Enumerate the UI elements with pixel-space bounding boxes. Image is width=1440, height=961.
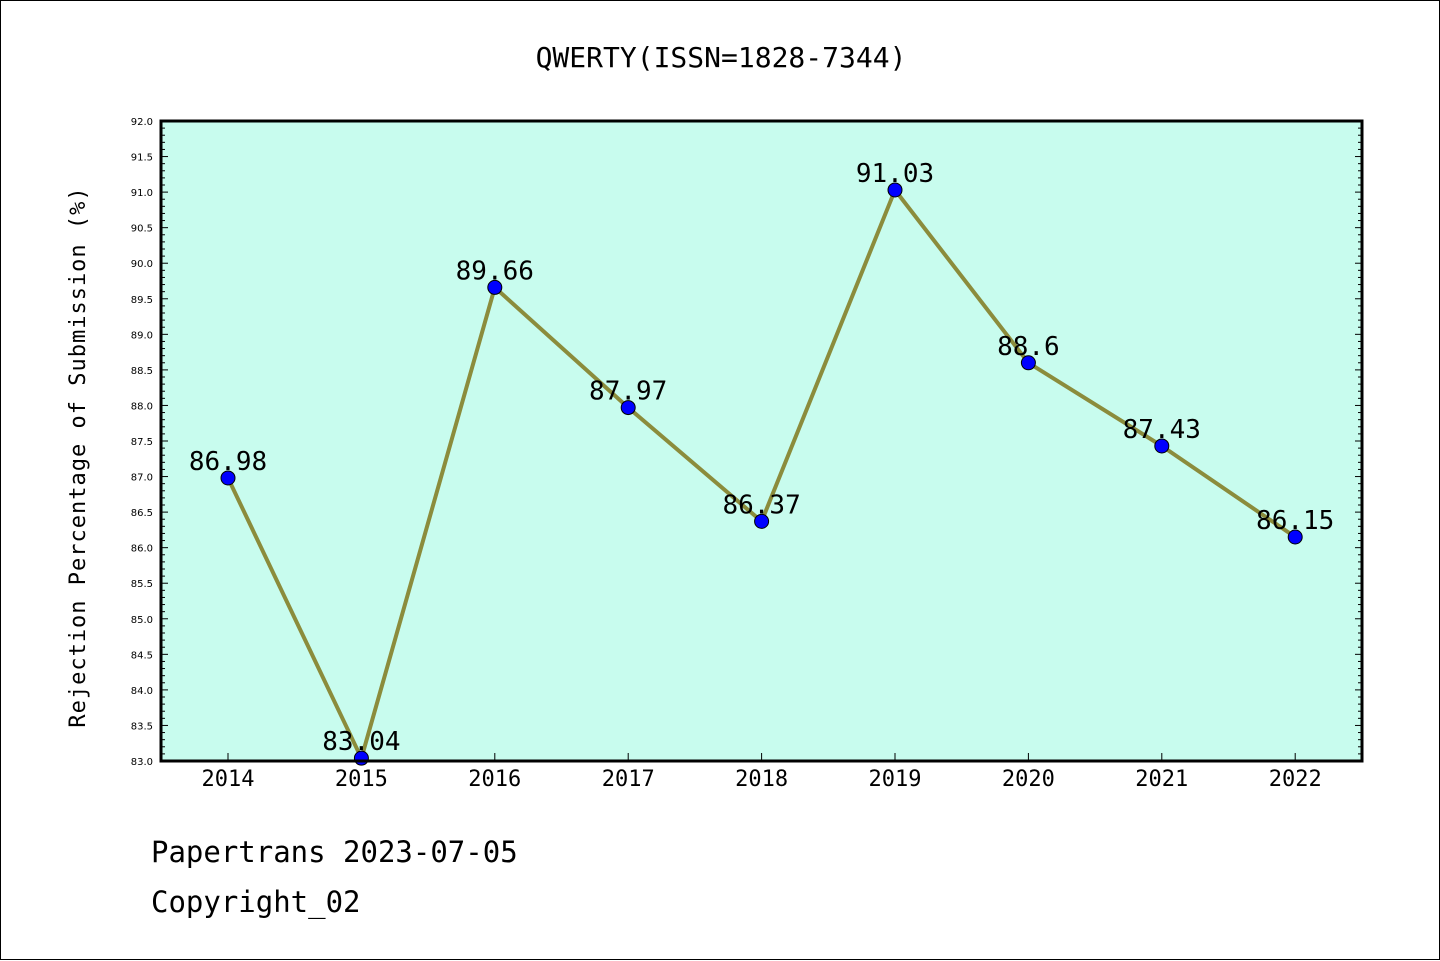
x-tick-label: 2019	[869, 767, 922, 792]
data-point	[1287, 529, 1303, 545]
data-label: 86.37	[722, 490, 800, 520]
y-axis-label: Rejection Percentage of Submission (%)	[66, 186, 91, 727]
x-tick-label: 2018	[735, 767, 788, 792]
data-point	[887, 182, 903, 198]
y-tick-label: 85.5	[131, 579, 153, 590]
data-label: 86.98	[189, 447, 267, 477]
data-label: 91.03	[856, 159, 934, 189]
y-tick-label: 84.5	[131, 650, 153, 661]
y-tick-label: 91.5	[131, 153, 153, 164]
data-point	[220, 470, 236, 486]
x-axis-ticks: 2014 2015 2016 2017 2018 2019 2020 2021 2022	[202, 753, 1322, 792]
y-tick-label: 85.0	[131, 615, 153, 626]
data-label: 88.6	[997, 332, 1060, 362]
data-labels: 86.98 83.04 89.66 87.97 86.37 91.03 88.6 87.43 8…	[189, 159, 1334, 757]
y-tick-label: 86.5	[131, 508, 153, 519]
footer-copyright: Copyright_02	[151, 885, 361, 919]
y-axis-ticks: 83.0 83.5 84.0 84.5 85.0 85.5 86.0 86.5 87.0 87.5…	[131, 117, 1362, 768]
y-tick-label: 83.0	[131, 757, 153, 768]
x-tick-label: 2014	[202, 767, 255, 792]
y-tick-label: 88.0	[131, 401, 153, 412]
y-tick-label: 86.0	[131, 544, 153, 555]
y-tick-label: 84.0	[131, 686, 153, 697]
data-point	[1020, 355, 1036, 371]
y-tick-label: 88.5	[131, 366, 153, 377]
data-label: 87.97	[589, 377, 667, 407]
x-tick-label: 2022	[1269, 767, 1322, 792]
y-tick-label: 90.5	[131, 224, 153, 235]
data-point	[487, 279, 503, 295]
plot-border	[159, 119, 1364, 763]
data-point	[620, 400, 636, 416]
data-label: 83.04	[322, 727, 400, 757]
x-tick-label: 2021	[1135, 767, 1188, 792]
y-tick-label: 91.0	[131, 188, 153, 199]
y-tick-label: 87.5	[131, 437, 153, 448]
chart-title: QWERTY(ISSN=1828-7344)	[536, 41, 907, 74]
x-tick-label: 2016	[468, 767, 521, 792]
data-label: 87.43	[1123, 415, 1201, 445]
data-label: 89.66	[456, 256, 534, 286]
y-tick-label: 90.0	[131, 259, 153, 270]
y-tick-label: 87.0	[131, 473, 153, 484]
footer-date: Papertrans 2023-07-05	[151, 835, 518, 869]
data-point	[1154, 438, 1170, 454]
y-tick-label: 92.0	[131, 117, 153, 128]
y-tick-label: 89.0	[131, 330, 153, 341]
data-label: 86.15	[1256, 506, 1334, 536]
x-tick-label: 2017	[602, 767, 655, 792]
x-tick-label: 2015	[335, 767, 388, 792]
x-tick-label: 2020	[1002, 767, 1055, 792]
data-point	[754, 513, 770, 529]
y-tick-label: 89.5	[131, 295, 153, 306]
y-tick-label: 83.5	[131, 721, 153, 732]
